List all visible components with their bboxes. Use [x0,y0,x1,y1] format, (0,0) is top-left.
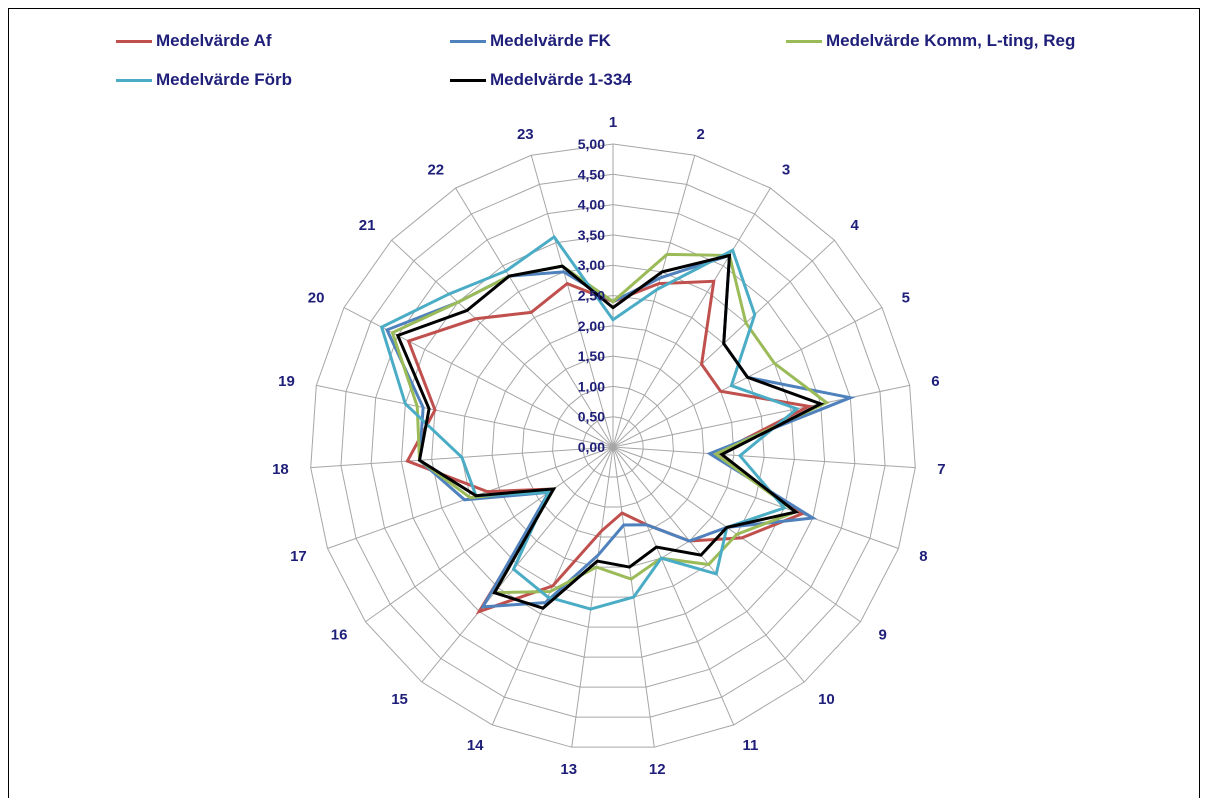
category-label: 8 [919,548,927,565]
grid-ring [310,143,916,748]
grid-spoke [612,384,910,448]
legend-item-komm: Medelvärde Komm, L-ting, Reg [786,31,1075,51]
grid-spoke [530,155,614,448]
legend-label-fk: Medelvärde FK [490,31,611,50]
legend-item-forb: Medelvärde Förb [116,70,292,90]
legend-swatch-komm [786,39,822,43]
grid-ring [340,173,886,718]
tick-label: 3,50 [578,227,605,243]
category-label: 18 [272,461,289,478]
legend-swatch-total [450,78,486,82]
grid-spoke [343,307,614,448]
tick-label: 3,00 [578,257,605,273]
grid-spoke [421,446,614,683]
category-label: 23 [517,126,534,143]
category-label: 6 [931,373,939,390]
grid-spoke [612,446,916,469]
category-label: 16 [331,626,348,643]
legend-label-forb: Medelvärde Förb [156,70,293,89]
grid-spoke [612,187,771,448]
grid-spoke [612,155,696,448]
grid-spoke [612,446,735,726]
category-label: 19 [278,373,295,390]
tick-label: 2,00 [578,318,605,334]
legend-label-af: Medelvärde Af [156,31,272,50]
series-line-4 [379,234,800,611]
category-label: 5 [902,289,910,306]
tick-label: 1,00 [578,378,605,394]
tick-label: 1,50 [578,348,605,364]
legend: Medelvärde Af Medelvärde FK Medelvärde K… [0,0,1208,100]
category-label: 4 [851,217,860,234]
category-label: 7 [937,461,945,478]
legend-item-af: Medelvärde Af [116,31,272,51]
grid-spoke [391,239,614,448]
category-label: 20 [308,289,325,306]
legend-item-fk: Medelvärde FK [450,31,611,51]
category-label: 10 [818,691,835,708]
grid-spoke [571,446,614,748]
tick-label: 0,50 [578,409,605,425]
category-label: 22 [427,161,444,178]
grid-spoke [316,384,614,448]
category-label: 2 [697,126,705,143]
category-label: 14 [467,737,484,754]
category-label: 9 [879,626,887,643]
category-label: 13 [560,761,577,778]
tick-label: 5,00 [578,136,605,152]
grid-spoke [612,446,899,549]
grid-ring [552,385,674,508]
category-label: 11 [742,737,758,754]
grid-spoke [455,187,614,448]
grid-ring [582,416,644,478]
tick-label: 4,50 [578,166,605,182]
legend-item-total: Medelvärde 1-334 [450,70,632,90]
tick-label: 4,00 [578,197,605,213]
tick-label: 0,00 [578,439,605,455]
grid-spoke [365,446,614,623]
legend-label-komm: Medelvärde Komm, L-ting, Reg [826,31,1076,50]
chart-frame [8,8,1200,798]
category-label: 21 [359,217,376,234]
series-line-1 [405,279,814,615]
grid-ring [400,234,826,658]
series-line-3 [390,252,830,595]
category-label: 3 [782,161,790,178]
category-label: 1 [609,114,617,131]
legend-swatch-forb [116,78,152,82]
legend-label-total: Medelvärde 1-334 [490,70,632,89]
category-label: 17 [290,548,307,565]
series-line-5 [395,253,825,610]
legend-swatch-fk [450,39,486,43]
series-line-2 [384,253,856,609]
tick-label: 2,50 [578,288,605,304]
legend-swatch-af [116,39,152,43]
category-label: 12 [649,761,666,778]
category-label: 15 [391,691,408,708]
